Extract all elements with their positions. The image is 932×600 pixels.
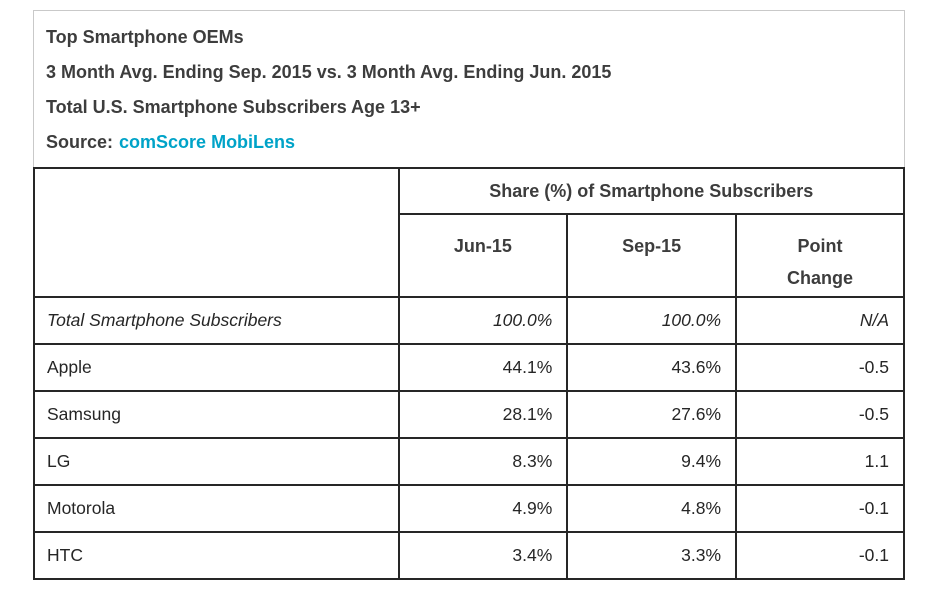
cell-jun15: 4.9% <box>397 483 569 533</box>
cell-point-change: N/A <box>735 295 905 345</box>
cell-jun15: 44.1% <box>397 342 569 392</box>
cell-jun15: 28.1% <box>397 389 569 439</box>
corner-cell <box>33 167 400 298</box>
column-header-jun15: Jun-15 <box>397 213 569 298</box>
cell-jun15: 3.4% <box>397 530 569 580</box>
cell-point-change: -0.1 <box>735 530 905 580</box>
cell-point-change: -0.5 <box>735 389 905 439</box>
table-row-total: Total Smartphone Subscribers 100.0% 100.… <box>33 295 905 345</box>
report-source-line: Source: comScore MobiLens <box>46 125 892 160</box>
report-title: Top Smartphone OEMs <box>46 27 244 47</box>
row-label: Samsung <box>33 389 400 439</box>
cell-sep15: 9.4% <box>566 436 738 486</box>
table-group-header: Share (%) of Smartphone Subscribers <box>397 167 906 215</box>
cell-point-change: -0.1 <box>735 483 905 533</box>
column-header-sep15-label: Sep-15 <box>622 236 682 256</box>
row-label: HTC <box>33 530 400 580</box>
cell-point-change: 1.1 <box>735 436 905 486</box>
report-content: Top Smartphone OEMs 3 Month Avg. Ending … <box>33 10 906 580</box>
cell-sep15: 100.0% <box>566 295 738 345</box>
column-header-sep15: Sep-15 <box>566 213 738 298</box>
column-header-jun15-label: Jun-15 <box>453 236 512 256</box>
table-row-apple: Apple 44.1% 43.6% -0.5 <box>33 342 905 392</box>
table-row-motorola: Motorola 4.9% 4.8% -0.1 <box>33 483 905 533</box>
report-population: Total U.S. Smartphone Subscribers Age 13… <box>46 97 421 117</box>
source-label: Source: <box>46 132 114 152</box>
report-period: 3 Month Avg. Ending Sep. 2015 vs. 3 Mont… <box>46 62 612 82</box>
report-header: Top Smartphone OEMs 3 Month Avg. Ending … <box>34 11 904 167</box>
table-row-lg: LG 8.3% 9.4% 1.1 <box>33 436 905 486</box>
row-label: LG <box>33 436 400 486</box>
cell-sep15: 43.6% <box>566 342 738 392</box>
cell-sep15: 3.3% <box>566 530 738 580</box>
cell-point-change: -0.5 <box>735 342 905 392</box>
cell-sep15: 27.6% <box>566 389 738 439</box>
cell-jun15: 8.3% <box>397 436 569 486</box>
cell-sep15: 4.8% <box>566 483 738 533</box>
group-header-row: Share (%) of Smartphone Subscribers <box>33 167 906 298</box>
column-header-point-change-label: Point Change <box>787 236 854 289</box>
oem-share-table: Share (%) of Smartphone Subscribers Jun-… <box>33 167 906 580</box>
table-row-samsung: Samsung 28.1% 27.6% -0.5 <box>33 389 905 439</box>
cell-jun15: 100.0% <box>397 295 569 345</box>
table-row-htc: HTC 3.4% 3.3% -0.1 <box>33 530 905 580</box>
source-link[interactable]: comScore MobiLens <box>119 132 296 152</box>
row-label: Motorola <box>33 483 400 533</box>
row-label: Total Smartphone Subscribers <box>33 295 400 345</box>
column-header-point-change: Point Change <box>735 213 905 298</box>
column-header-row: Jun-15 Sep-15 Point Change <box>34 213 905 298</box>
row-label: Apple <box>33 342 400 392</box>
